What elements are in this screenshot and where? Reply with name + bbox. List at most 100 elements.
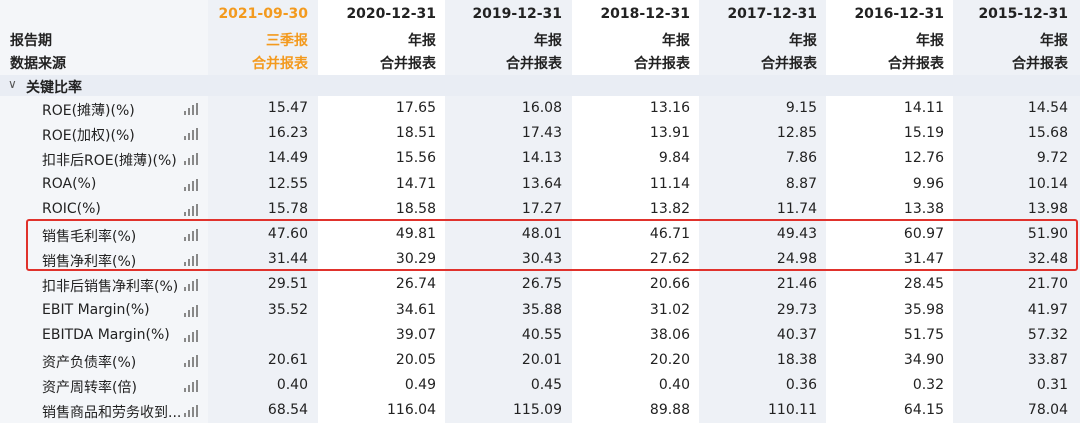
cell-value: 41.97: [1027, 301, 1068, 318]
header-source-col-4: 合并报表: [761, 56, 817, 72]
table-row[interactable]: EBIT Margin(%) 35.52 34.61 35.88 31.02 29.73 3…: [0, 299, 1080, 324]
table-row[interactable]: 销售净利率(%) 31.44 30.29 30.43 27.62 24.98 31.47 32…: [0, 248, 1080, 273]
cell-value: 15.56: [395, 150, 436, 167]
cell-value: 0.40: [276, 377, 308, 394]
cell-value: 110.11: [768, 402, 817, 419]
table-row[interactable]: 资产周转率(倍) 0.40 0.49 0.45 0.40 0.36 0.32 0.31: [0, 374, 1080, 399]
cell-value: 46.71: [649, 226, 690, 242]
cell-value: 39.07: [395, 326, 436, 343]
header-type-col-2: 年报: [534, 33, 562, 49]
bar-chart-icon[interactable]: [184, 355, 198, 367]
cell-value: 30.29: [395, 251, 436, 268]
cell-value: 32.48: [1027, 251, 1068, 268]
bar-chart-icon[interactable]: [184, 279, 198, 292]
cell-value: 49.43: [776, 226, 817, 242]
header-date-col-6[interactable]: 2015-12-31: [978, 6, 1068, 22]
row-label: 销售净利率(%): [42, 254, 137, 271]
cell-value: 14.54: [1027, 100, 1068, 116]
cell-value: 18.38: [776, 352, 817, 368]
cell-value: 9.72: [1036, 150, 1068, 167]
cell-value: 0.32: [912, 377, 944, 394]
table-row[interactable]: ROIC(%) 15.78 18.58 17.27 13.82 11.74 13.38 13.…: [0, 198, 1080, 223]
bar-chart-icon[interactable]: [184, 103, 198, 115]
row-label: ROIC(%): [42, 200, 101, 217]
bar-chart-icon[interactable]: [184, 329, 198, 342]
cell-value: 40.55: [521, 326, 562, 343]
cell-value: 15.78: [267, 200, 308, 217]
cell-value: 60.97: [903, 226, 944, 242]
cell-value: 13.98: [1027, 200, 1068, 217]
table-row[interactable]: ROE(加权)(%) 16.23 18.51 17.43 13.91 12.85 15.19…: [0, 122, 1080, 147]
cell-value: 14.71: [395, 175, 436, 192]
table-row[interactable]: 扣非后ROE(摊薄)(%) 14.49 15.56 14.13 9.84 7.86 12.7…: [0, 147, 1080, 172]
row-label: EBITDA Margin(%): [42, 326, 170, 343]
cell-value: 35.88: [521, 301, 562, 318]
data-source-label: 数据来源: [10, 56, 66, 72]
cell-value: 31.02: [649, 301, 690, 318]
table-row[interactable]: ROA(%) 12.55 14.71 13.64 11.14 8.87 9.96 10.14: [0, 173, 1080, 198]
bar-chart-icon[interactable]: [184, 254, 198, 267]
header-date-col-0[interactable]: 2021-09-30: [218, 6, 308, 22]
cell-value: 57.32: [1027, 326, 1068, 343]
header-source-col-2: 合并报表: [506, 56, 562, 72]
table-row[interactable]: 销售商品和劳务收到... 68.54 116.04 115.09 89.88 110.11…: [0, 399, 1080, 424]
table-row[interactable]: EBITDA Margin(%) 39.07 40.55 38.06 40.37 51.7…: [0, 324, 1080, 349]
row-label: 销售毛利率(%): [42, 229, 137, 245]
header-date-col-1[interactable]: 2020-12-31: [346, 6, 436, 22]
report-period-label: 报告期: [10, 33, 52, 49]
cell-value: 20.05: [395, 352, 436, 368]
cell-value: 34.90: [903, 352, 944, 368]
cell-value: 16.08: [521, 100, 562, 116]
table-row[interactable]: 销售毛利率(%) 47.60 49.81 48.01 46.71 49.43 60.97 51…: [0, 223, 1080, 248]
cell-value: 21.46: [776, 276, 817, 293]
cell-value: 7.86: [785, 150, 817, 167]
cell-value: 9.84: [658, 150, 690, 167]
cell-value: 0.40: [658, 377, 690, 394]
header-date-col-5[interactable]: 2016-12-31: [854, 6, 944, 22]
cell-value: 15.19: [903, 125, 944, 142]
bar-chart-icon[interactable]: [184, 380, 198, 393]
cell-value: 33.87: [1027, 352, 1068, 368]
cell-value: 13.91: [649, 125, 690, 142]
cell-value: 24.98: [776, 251, 817, 268]
cell-value: 0.31: [1036, 377, 1068, 394]
bar-chart-icon[interactable]: [184, 178, 198, 191]
section-key-ratios[interactable]: ∨ 关键比率: [0, 75, 1080, 96]
row-label: 资产负债率(%): [42, 355, 137, 371]
bar-chart-icon[interactable]: [184, 304, 198, 317]
header-source-col-6: 合并报表: [1012, 56, 1068, 72]
cell-value: 9.96: [912, 175, 944, 192]
cell-value: 17.65: [395, 100, 436, 116]
cell-value: 51.75: [903, 326, 944, 343]
header-date-col-2[interactable]: 2019-12-31: [472, 6, 562, 22]
cell-value: 14.49: [267, 150, 308, 167]
bar-chart-icon[interactable]: [184, 405, 198, 418]
bar-chart-icon[interactable]: [184, 229, 198, 241]
cell-value: 26.75: [521, 276, 562, 293]
cell-value: 35.52: [267, 301, 308, 318]
bar-chart-icon[interactable]: [184, 203, 198, 216]
section-title: 关键比率: [26, 80, 82, 96]
cell-value: 48.01: [521, 226, 562, 242]
cell-value: 15.47: [267, 100, 308, 116]
cell-value: 13.82: [649, 200, 690, 217]
table-row[interactable]: 扣非后销售净利率(%) 29.51 26.74 26.75 20.66 21.46 28.4…: [0, 273, 1080, 298]
bar-chart-icon[interactable]: [184, 153, 198, 166]
header-date-col-3[interactable]: 2018-12-31: [600, 6, 690, 22]
header-date-col-4[interactable]: 2017-12-31: [727, 6, 817, 22]
cell-value: 40.37: [776, 326, 817, 343]
chevron-down-icon[interactable]: ∨: [8, 77, 17, 91]
bar-chart-icon[interactable]: [184, 128, 198, 141]
table-row[interactable]: 资产负债率(%) 20.61 20.05 20.01 20.20 18.38 34.90 33…: [0, 349, 1080, 374]
cell-value: 13.38: [903, 200, 944, 217]
header-type-col-5: 年报: [916, 33, 944, 49]
header-type-col-4: 年报: [789, 33, 817, 49]
cell-value: 115.09: [513, 402, 562, 419]
cell-value: 20.61: [267, 352, 308, 368]
cell-value: 64.15: [903, 402, 944, 419]
row-label: ROA(%): [42, 175, 97, 192]
cell-value: 35.98: [903, 301, 944, 318]
cell-value: 11.14: [649, 175, 690, 192]
cell-value: 17.27: [521, 200, 562, 217]
table-row[interactable]: ROE(摊薄)(%) 15.47 17.65 16.08 13.16 9.15 14.11 1…: [0, 97, 1080, 122]
